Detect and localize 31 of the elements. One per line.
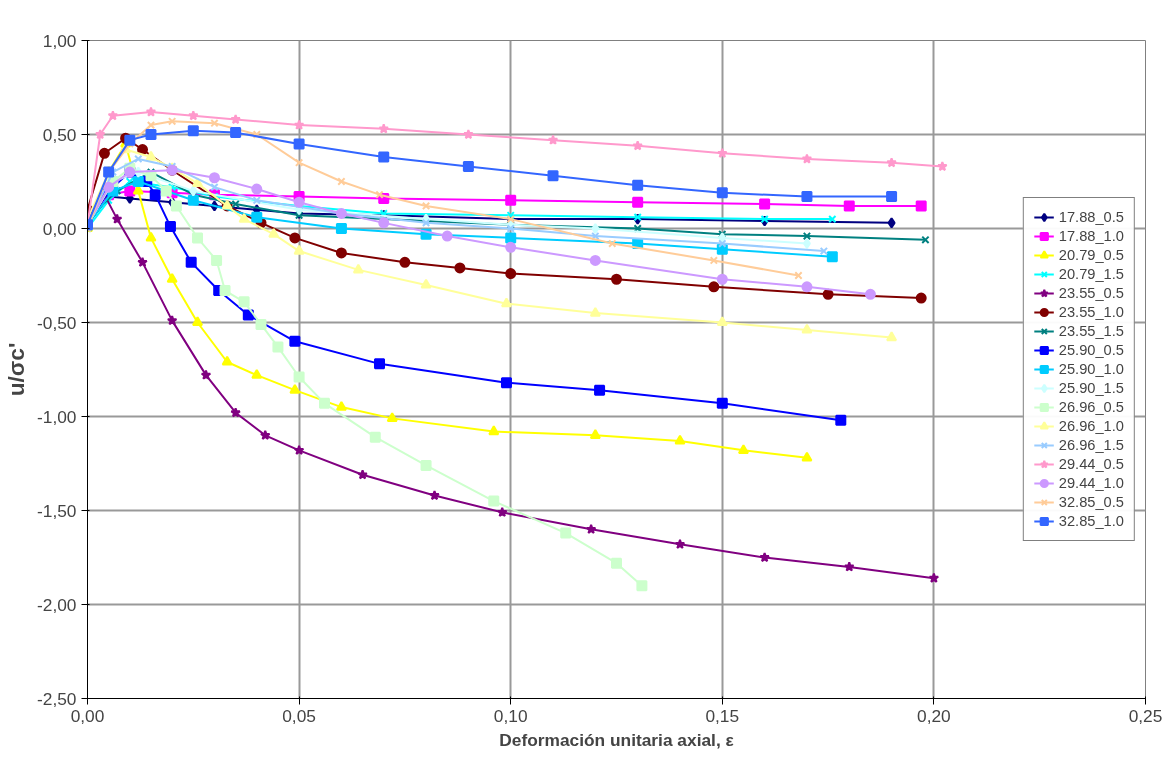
legend-label: 29.44_0.5 [1058, 455, 1124, 473]
y-tick-label: 1,00 [42, 30, 77, 51]
y-tick-label: 0,00 [42, 218, 77, 239]
legend-label: 26.96_0.5 [1058, 398, 1124, 416]
x-tick-label: 0,25 [1128, 705, 1163, 726]
legend-label: 25.90_0.5 [1058, 341, 1124, 359]
legend-label: 32.85_0.5 [1058, 493, 1124, 511]
legend-label: 26.96_1.5 [1058, 436, 1124, 454]
x-tick-label: 0,10 [493, 705, 528, 726]
legend-label: 20.79_0.5 [1058, 246, 1124, 264]
y-tick-label: -2,00 [37, 594, 77, 615]
y-tick-label: -1,00 [37, 406, 77, 427]
legend-label: 20.79_1.5 [1058, 265, 1124, 283]
x-tick-label: 0,15 [705, 705, 740, 726]
legend-label: 29.44_1.0 [1058, 474, 1124, 492]
x-tick-label: 0,05 [282, 705, 316, 726]
y-tick-label: -1,50 [37, 500, 77, 521]
legend-label: 25.90_1.0 [1058, 360, 1124, 378]
legend-label: 26.96_1.0 [1058, 417, 1124, 435]
legend-label: 25.90_1.5 [1058, 379, 1124, 397]
legend-label: 23.55_1.0 [1058, 303, 1124, 321]
y-tick-label: -0,50 [37, 312, 77, 333]
x-tick-label: 0,20 [917, 705, 951, 726]
legend-label: 23.55_1.5 [1058, 322, 1124, 340]
legend-label: 23.55_0.5 [1058, 284, 1124, 302]
y-tick-label: 0,50 [42, 124, 77, 145]
legend-label: 17.88_1.0 [1058, 227, 1124, 245]
legend-label: 17.88_0.5 [1058, 208, 1124, 226]
x-axis-title: Deformación unitaria axial, ε [499, 729, 734, 750]
y-axis-title: u/σc' [3, 342, 29, 397]
legend-label: 32.85_1.0 [1058, 512, 1124, 530]
